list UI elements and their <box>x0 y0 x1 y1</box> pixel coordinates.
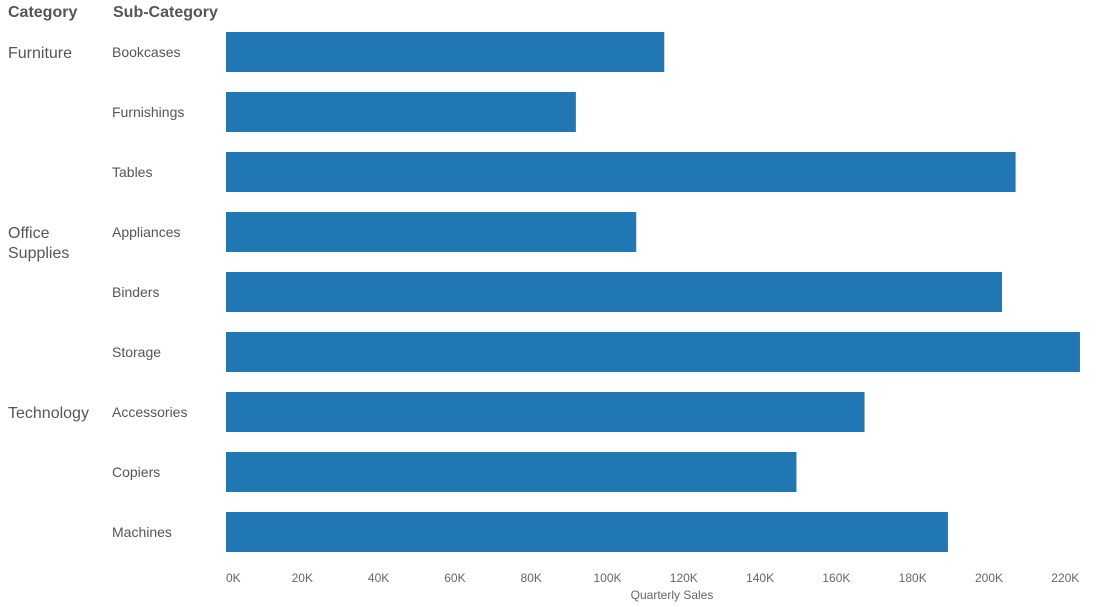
bar-copiers <box>226 452 797 492</box>
x-tick-label-140k: 140K <box>746 571 774 585</box>
x-tick-label-60k: 60K <box>444 571 465 585</box>
subcategory-label-machines: Machines <box>112 524 172 540</box>
subcategory-label-storage: Storage <box>112 344 161 360</box>
bar-storage <box>226 332 1080 372</box>
bar-tables <box>226 152 1016 192</box>
x-tick-label-200k: 200K <box>975 571 1003 585</box>
x-tick-label-100k: 100K <box>593 571 621 585</box>
subcategory-label-furnishings: Furnishings <box>112 104 184 120</box>
x-tick-label-20k: 20K <box>292 571 313 585</box>
x-axis: 0K 20K 40K 60K 80K 100K 120K 140K 160K 180K 200K 22… <box>226 571 1079 585</box>
x-tick-label-160k: 160K <box>822 571 850 585</box>
x-axis-title: Quarterly Sales <box>631 588 714 602</box>
subcategory-label-binders: Binders <box>112 284 159 300</box>
category-column-header: Category <box>8 4 77 21</box>
x-tick-label-40k: 40K <box>368 571 389 585</box>
subcategory-label-copiers: Copiers <box>112 464 160 480</box>
x-tick-label-80k: 80K <box>521 571 542 585</box>
x-tick-label-180k: 180K <box>899 571 927 585</box>
x-tick-label-220k: 220K <box>1051 571 1079 585</box>
subcategory-label-accessories: Accessories <box>112 404 187 420</box>
subcategory-label-tables: Tables <box>112 164 152 180</box>
bars-group <box>226 32 1080 552</box>
bar-bookcases <box>226 32 665 72</box>
bar-machines <box>226 512 948 552</box>
subcategory-label-appliances: Appliances <box>112 224 181 240</box>
x-tick-label-0k: 0K <box>226 571 241 585</box>
bar-furnishings <box>226 92 576 132</box>
row-labels-group: Bookcases Furnishings Tables Furniture Appli… <box>8 44 187 540</box>
subcategory-column-header: Sub-Category <box>113 4 218 21</box>
x-tick-label-120k: 120K <box>670 571 698 585</box>
bar-accessories <box>226 392 865 432</box>
category-label-furniture: Furniture <box>8 45 72 62</box>
bar-appliances <box>226 212 637 252</box>
category-label-technology: Technology <box>8 405 89 422</box>
subcategory-label-bookcases: Bookcases <box>112 44 180 60</box>
category-label-office-supplies: Office Supplies <box>8 225 69 262</box>
bar-binders <box>226 272 1003 312</box>
